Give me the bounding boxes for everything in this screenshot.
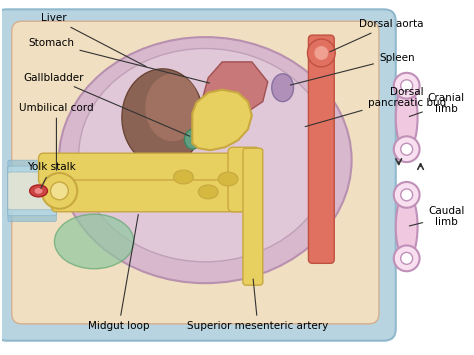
FancyBboxPatch shape — [38, 153, 245, 185]
Text: Yolk stalk: Yolk stalk — [27, 162, 76, 189]
Circle shape — [394, 182, 419, 208]
Circle shape — [401, 143, 412, 155]
Ellipse shape — [173, 170, 193, 184]
Circle shape — [314, 46, 328, 60]
Text: Dorsal aorta: Dorsal aorta — [330, 19, 423, 52]
FancyBboxPatch shape — [309, 35, 334, 263]
FancyBboxPatch shape — [12, 21, 379, 324]
FancyBboxPatch shape — [52, 180, 258, 212]
Text: Liver: Liver — [41, 13, 146, 67]
FancyBboxPatch shape — [8, 166, 56, 216]
FancyBboxPatch shape — [0, 9, 396, 341]
FancyBboxPatch shape — [8, 172, 56, 210]
Ellipse shape — [30, 185, 47, 197]
Text: Umbilical cord: Umbilical cord — [19, 103, 94, 170]
Ellipse shape — [59, 37, 352, 283]
Circle shape — [401, 252, 412, 264]
Text: Cranial
limb: Cranial limb — [409, 93, 465, 116]
Ellipse shape — [35, 188, 43, 194]
Text: Stomach: Stomach — [28, 38, 210, 83]
Circle shape — [401, 80, 412, 92]
Ellipse shape — [145, 74, 200, 141]
Ellipse shape — [55, 214, 134, 269]
Circle shape — [401, 189, 412, 201]
Ellipse shape — [218, 172, 238, 186]
Ellipse shape — [122, 69, 203, 166]
Circle shape — [394, 73, 419, 99]
Circle shape — [308, 39, 335, 67]
Ellipse shape — [184, 129, 201, 149]
Polygon shape — [192, 90, 252, 150]
Ellipse shape — [396, 193, 418, 260]
FancyBboxPatch shape — [228, 147, 260, 212]
Polygon shape — [203, 62, 268, 111]
Ellipse shape — [198, 185, 218, 199]
Text: Spleen: Spleen — [290, 53, 415, 85]
Ellipse shape — [396, 84, 418, 151]
Text: Dorsal
pancreatic bud: Dorsal pancreatic bud — [305, 87, 446, 127]
Ellipse shape — [42, 173, 77, 209]
Ellipse shape — [272, 74, 293, 102]
Text: Caudal
limb: Caudal limb — [410, 206, 465, 228]
Ellipse shape — [50, 182, 68, 200]
Text: Gallbladder: Gallbladder — [23, 73, 190, 136]
Text: Superior mesenteric artery: Superior mesenteric artery — [187, 279, 328, 331]
Text: Midgut loop: Midgut loop — [88, 214, 150, 331]
FancyBboxPatch shape — [243, 148, 263, 285]
Ellipse shape — [79, 49, 332, 262]
Circle shape — [394, 245, 419, 271]
Circle shape — [394, 136, 419, 162]
FancyBboxPatch shape — [8, 160, 56, 222]
